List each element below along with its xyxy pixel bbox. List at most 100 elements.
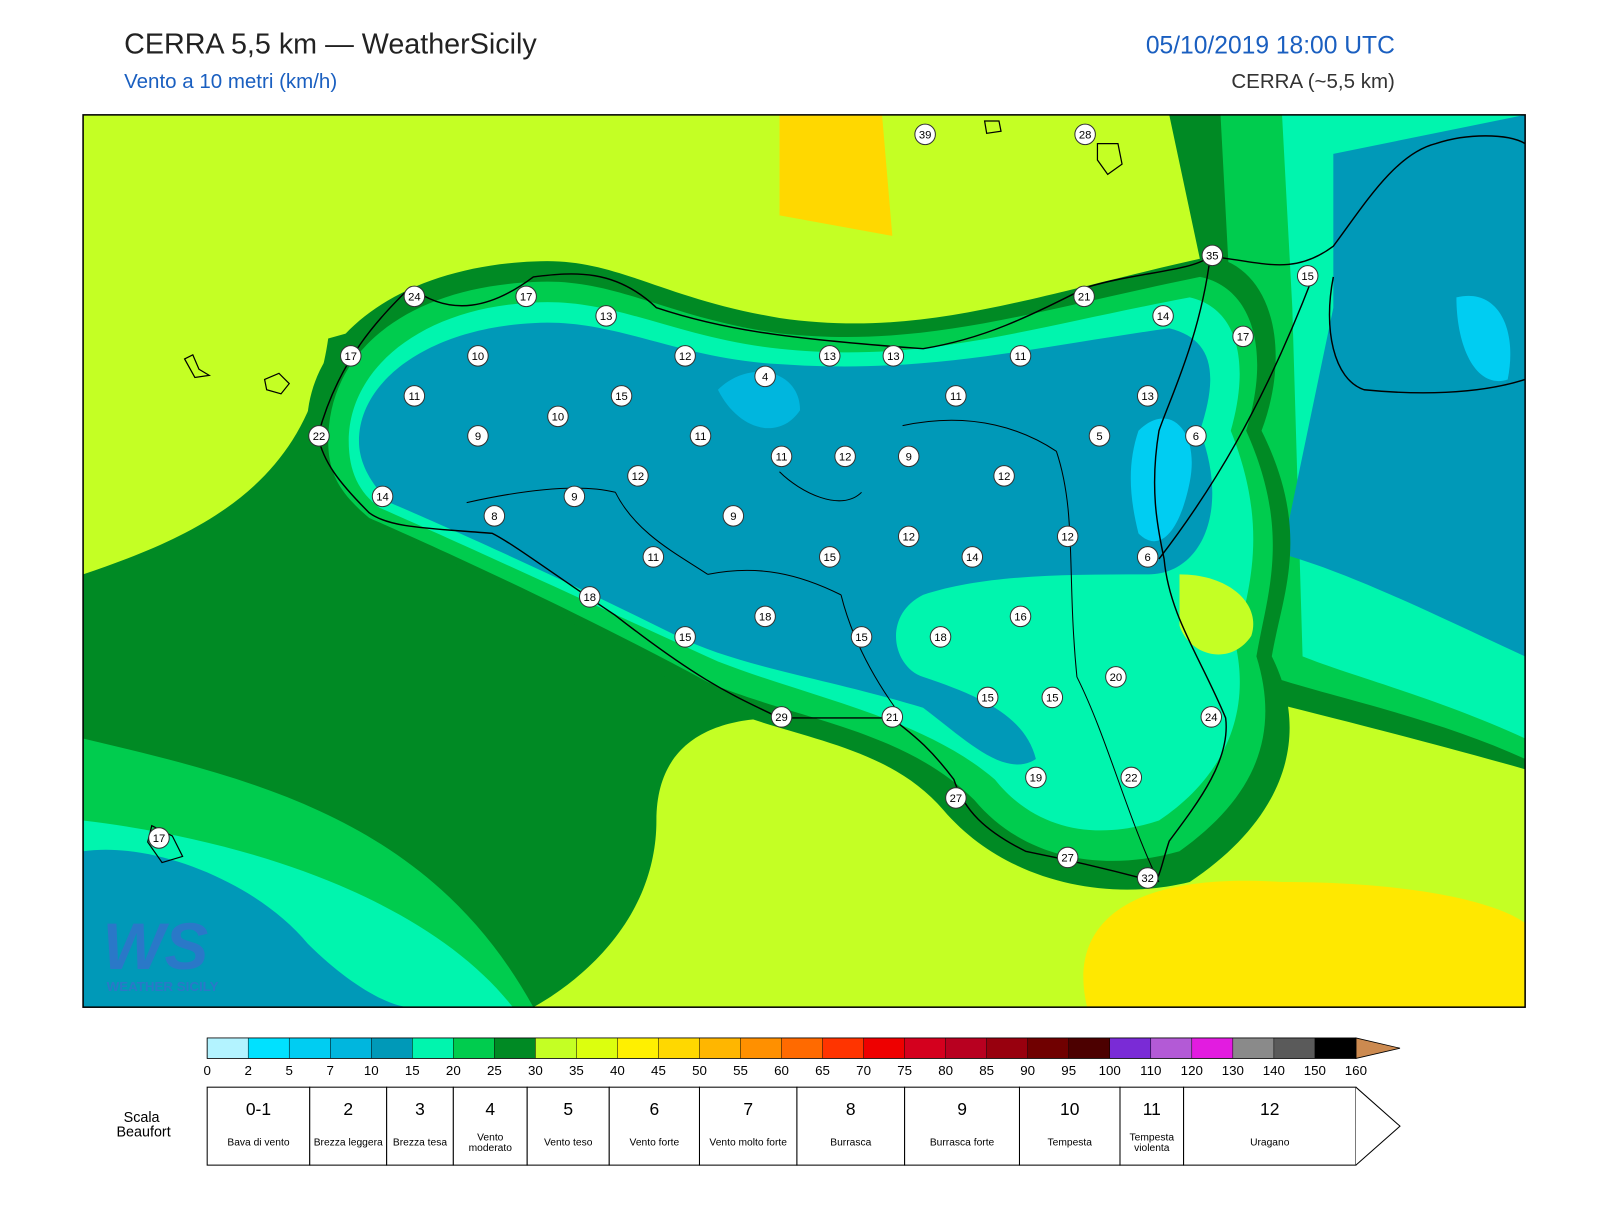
beaufort-label: Vento molto forte [709, 1137, 787, 1149]
station-marker [563, 485, 586, 508]
station-marker [1232, 325, 1254, 348]
station-marker [1025, 766, 1047, 789]
station-value: 5 [1096, 431, 1102, 443]
station-value: 27 [950, 793, 963, 805]
station-marker [467, 345, 489, 367]
logo-mark: WS [103, 910, 209, 983]
station-value: 21 [886, 712, 899, 724]
beaufort-label-box: Brezza leggera [314, 1138, 383, 1148]
station-value: 22 [1125, 773, 1138, 785]
station-marker [770, 706, 793, 728]
beaufort-cell [608, 1086, 700, 1166]
station-marker [818, 345, 841, 367]
station-marker [882, 345, 905, 367]
station-marker [627, 465, 649, 487]
station-value: 6 [1145, 552, 1151, 564]
color-box [1109, 1037, 1151, 1059]
calabria-coastline [1158, 135, 1526, 560]
colorbar-tick-label: 0 [203, 1063, 210, 1078]
station-marker [1296, 265, 1319, 287]
station-marker [754, 605, 776, 628]
station-value: 13 [600, 311, 613, 323]
beaufort-force: 9 [957, 1099, 967, 1119]
sicily-teal [358, 322, 1213, 765]
station-marker [834, 445, 856, 468]
colorbar-tick-label: 80 [938, 1063, 953, 1078]
station-marker [1185, 425, 1207, 447]
colorbar-tick-label: 60 [774, 1063, 789, 1078]
station-marker [929, 626, 952, 648]
station-value: 17 [153, 833, 166, 845]
station-value: 15 [855, 632, 868, 644]
color-box [863, 1037, 905, 1059]
beaufort-force: 11 [1143, 1099, 1161, 1119]
colorbar-tick-label: 55 [733, 1063, 748, 1078]
color-box [699, 1037, 741, 1059]
station-value: 11 [776, 452, 788, 464]
color-box [494, 1037, 536, 1059]
colorbar-tick-label: 20 [446, 1063, 461, 1078]
ne-teal [1282, 114, 1526, 657]
colorbar-tick-label: 40 [610, 1063, 625, 1078]
beaufort-force: 4 [485, 1099, 495, 1119]
station-marker [818, 546, 841, 568]
station-marker [308, 425, 330, 447]
colorbar-tick-label: 100 [1099, 1063, 1121, 1078]
colorbar-tick-label: 140 [1263, 1063, 1285, 1078]
sea-teal [83, 849, 411, 1008]
color-arrow [1355, 1037, 1401, 1059]
station-value: 9 [730, 511, 736, 523]
color-box [535, 1037, 577, 1059]
station-value: 17 [345, 351, 358, 363]
station-value: 32 [1141, 873, 1154, 885]
station-value: 22 [313, 431, 326, 443]
color-box [904, 1037, 946, 1059]
station-marker [547, 405, 569, 428]
station-marker [515, 285, 537, 308]
station-marker [850, 626, 873, 648]
station-value: 12 [998, 471, 1011, 483]
station-value: 10 [552, 412, 565, 424]
station-value: 12 [679, 351, 692, 363]
colorbar-tick-label: 90 [1020, 1063, 1035, 1078]
east-cyan [1130, 418, 1192, 542]
station-value: 8 [491, 511, 497, 523]
station-value: 11 [950, 391, 962, 403]
title: CERRA 5,5 km — WeatherSicily [124, 28, 537, 60]
beaufort-cell [796, 1086, 906, 1166]
station-marker [1088, 425, 1111, 447]
station-marker [689, 425, 712, 447]
station-value: 15 [1301, 271, 1314, 283]
etna-lime [1179, 574, 1254, 655]
beaufort-cell [526, 1086, 610, 1166]
station-marker [914, 123, 936, 146]
beaufort-arrow [1355, 1086, 1401, 1166]
beaufort-force: 7 [743, 1099, 753, 1119]
station-marker [1152, 305, 1174, 327]
beaufort-force: 6 [650, 1099, 660, 1119]
beaufort-label: Burrasca forte [929, 1137, 995, 1149]
map-frame [82, 114, 1526, 1008]
beaufort-label: Vento moderato [468, 1132, 512, 1154]
beaufort-label-box: Tempesta violenta [1130, 1133, 1174, 1154]
station-value: 19 [1030, 773, 1043, 785]
station-value: 13 [823, 351, 836, 363]
beaufort-force: 10 [1060, 1099, 1080, 1119]
colorbar-tick-label: 130 [1222, 1063, 1244, 1078]
colorbar-tick-label: 95 [1061, 1063, 1076, 1078]
color-box [1273, 1037, 1315, 1059]
subtitle: Vento a 10 metri (km/h) [124, 70, 337, 93]
station-marker [339, 345, 362, 367]
station-marker [1136, 385, 1159, 407]
station-value: 13 [1141, 391, 1154, 403]
beaufort-force: 5 [563, 1099, 573, 1119]
station-marker [754, 365, 776, 388]
station-marker [467, 425, 489, 447]
sea-yellow-south [1083, 880, 1526, 1008]
station-value: 17 [1237, 332, 1250, 344]
station-value: 14 [966, 552, 979, 564]
station-marker [976, 686, 999, 709]
beaufort-cell [1183, 1086, 1357, 1166]
station-value: 14 [1157, 311, 1170, 323]
